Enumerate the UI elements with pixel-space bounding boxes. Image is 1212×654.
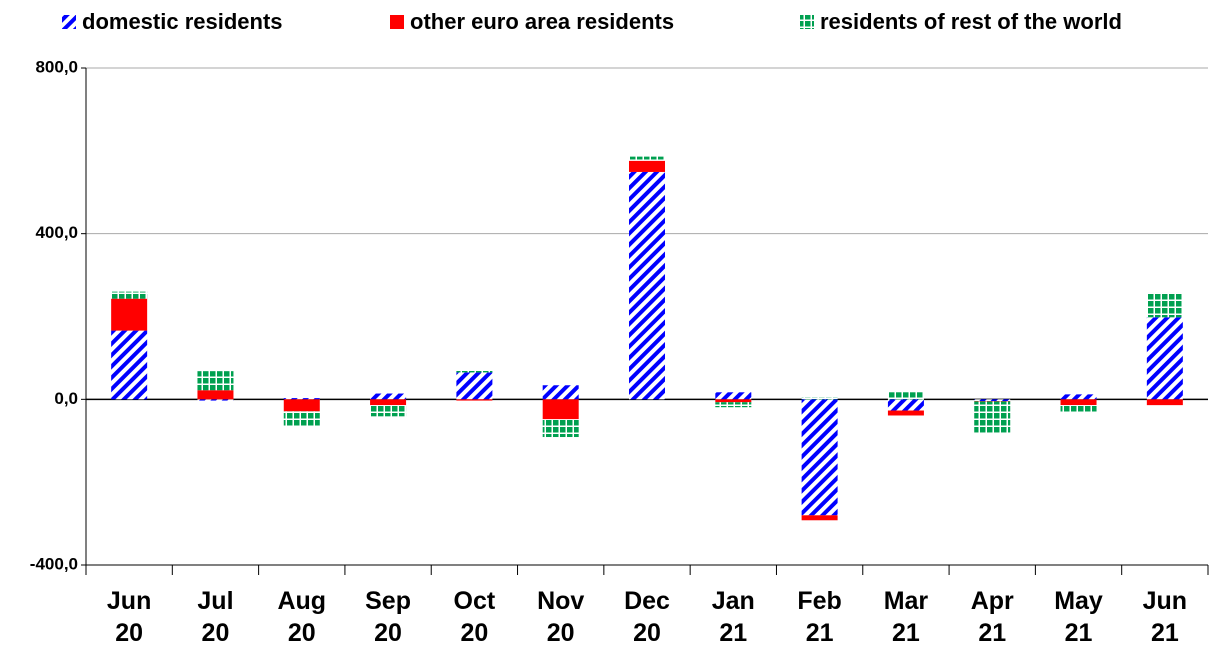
bar-segment (629, 160, 665, 172)
bar-segment (974, 401, 1011, 433)
bar-segment (456, 370, 493, 373)
bar-segment (283, 398, 320, 400)
legend-label: domestic residents (82, 9, 283, 34)
bar-segment (887, 399, 924, 411)
x-tick-label: Oct 20 (453, 587, 496, 647)
bar-segment (1060, 394, 1097, 400)
bar-segment (715, 402, 752, 408)
bar-segment (1146, 399, 1183, 406)
bar-segment (1060, 399, 1097, 406)
x-tick-label: Aug 20 (277, 587, 327, 647)
x-tick-label: Nov 20 (537, 587, 585, 647)
x-tick-label: Apr 21 (970, 587, 1014, 647)
legend-label: residents of rest of the world (820, 9, 1122, 34)
bar-segment (1146, 292, 1183, 318)
bar-segment (370, 393, 407, 400)
bar-segment (715, 399, 752, 403)
x-tick-label: Jul 20 (197, 587, 234, 647)
bar-segment (370, 405, 407, 417)
bar-segment (629, 156, 665, 161)
bar-segment (887, 410, 924, 416)
bar-segment (197, 399, 234, 401)
bar-segment (1146, 317, 1183, 400)
x-tick-label: Jan 21 (711, 587, 755, 647)
bar-segment (542, 385, 579, 400)
bar-segment (801, 399, 838, 516)
x-tick-label: Sep 20 (365, 587, 411, 647)
bar-segment (629, 171, 665, 400)
bar-segment (1060, 405, 1097, 414)
bar-segment (197, 390, 234, 400)
bar-segment (456, 372, 493, 400)
bar-segment (456, 399, 493, 401)
y-tick-label: 800,0 (35, 57, 78, 76)
y-tick-label: 400,0 (35, 223, 78, 242)
bar-segment (111, 291, 148, 299)
x-tick-label: May 21 (1054, 587, 1103, 647)
bar-segment (197, 371, 234, 391)
bar-segment (111, 298, 148, 331)
legend-swatch (800, 15, 814, 29)
bar-segment (283, 411, 320, 427)
x-tick-label: Dec 20 (624, 587, 670, 647)
x-tick-label: Feb 21 (797, 587, 842, 647)
bar-segment (974, 399, 1011, 401)
bar-segment (370, 399, 407, 406)
y-tick-label: -400,0 (30, 554, 78, 573)
legend-swatch (390, 15, 404, 29)
x-tick-label: Mar 21 (883, 587, 929, 647)
bar-segment (715, 392, 752, 400)
bar-segment (801, 397, 838, 400)
bar-segment (887, 392, 924, 400)
x-tick-label: Jun 21 (1142, 587, 1188, 647)
bar-segment (542, 399, 579, 420)
bar-segment (283, 399, 320, 412)
legend-swatch (62, 15, 76, 29)
bar-segment (801, 515, 838, 521)
legend-label: other euro area residents (410, 9, 674, 34)
bar-segment (542, 419, 579, 438)
x-tick-label: Jun 20 (106, 587, 152, 647)
bar-segment (111, 330, 148, 400)
y-tick-label: 0,0 (54, 389, 78, 408)
